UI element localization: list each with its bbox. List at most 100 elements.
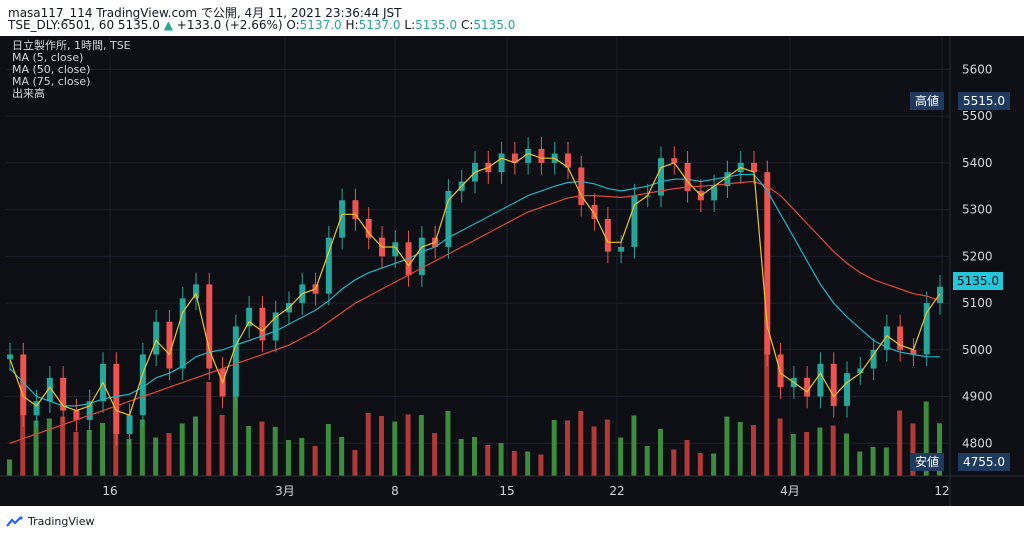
- candle-body: [604, 218, 611, 252]
- volume-bar: [830, 425, 836, 476]
- y-tick-label: 4800: [962, 436, 993, 450]
- price-chart[interactable]: 5600 5500 5400 5300 5200 5100 5000 4900 4800 16 3月…: [0, 36, 1024, 506]
- volume-bar: [246, 426, 252, 476]
- volume-bar: [7, 459, 12, 476]
- volume-bar: [86, 430, 92, 476]
- y-tick-label: 5500: [962, 109, 993, 123]
- volume-bar: [923, 401, 929, 476]
- candle-body: [751, 162, 757, 173]
- brand[interactable]: TradingView: [6, 515, 94, 528]
- candle-body: [777, 354, 784, 388]
- volume-bar: [724, 416, 730, 476]
- close-value: 5135.0: [473, 18, 516, 32]
- candle-body: [525, 148, 532, 163]
- volume-bar: [485, 445, 491, 476]
- candle-body: [33, 401, 40, 416]
- volume-bar: [697, 453, 703, 476]
- volume-bar: [232, 395, 238, 476]
- legend-ma5: MA (5, close): [12, 51, 84, 64]
- candle-body: [206, 284, 213, 369]
- high-label: H:: [345, 18, 359, 32]
- tradingview-logo-icon: [6, 515, 23, 527]
- x-tick-label: 12: [934, 484, 949, 498]
- candle-body: [325, 237, 332, 294]
- x-tick-label: 4月: [780, 484, 800, 498]
- volume-bar: [33, 420, 39, 476]
- candle-body: [870, 349, 877, 369]
- x-tick-label: 16: [102, 484, 117, 498]
- ma50-line: [9, 173, 940, 407]
- volume-bar: [379, 416, 384, 476]
- low-tag-label: 安値: [910, 453, 945, 471]
- volume-bar: [644, 446, 650, 476]
- last-price: 5135.0: [117, 18, 160, 32]
- x-tick-label: 8: [391, 484, 399, 498]
- candle-body: [817, 363, 824, 397]
- candle-body: [418, 237, 425, 276]
- volume-bar: [857, 451, 863, 476]
- chart-header: masa117_114 TradingView.com で公開, 4月 11, …: [0, 0, 1024, 36]
- y-tick-label: 5100: [962, 296, 993, 310]
- volume-bar: [790, 434, 796, 476]
- candle-body: [365, 218, 372, 238]
- candle-body: [618, 246, 625, 252]
- author-line: masa117_114 TradingView.com で公開, 4月 11, …: [8, 6, 402, 20]
- candle-body: [46, 377, 53, 402]
- volume-bar: [405, 414, 411, 476]
- volume-bar: [604, 419, 610, 476]
- low-tag-value: 4755.0: [958, 453, 1010, 471]
- candle-body: [445, 190, 452, 247]
- grid: [6, 36, 950, 476]
- volume-bar: [60, 416, 66, 476]
- volume-bar: [73, 432, 79, 476]
- volume-bar: [365, 413, 371, 476]
- ma75-line: [9, 180, 941, 444]
- candle-body: [857, 368, 864, 374]
- close-label: C:: [460, 18, 474, 32]
- change-arrow-icon: ▲: [163, 18, 173, 32]
- axes: 5600 5500 5400 5300 5200 5100 5000 4900 4800 16 3月…: [0, 36, 1024, 506]
- volume-bar: [525, 451, 531, 476]
- volume-bar: [100, 423, 105, 476]
- volume-bar: [897, 410, 903, 476]
- candle-body: [671, 158, 678, 163]
- volume-bar: [511, 451, 517, 476]
- x-tick-label: 22: [609, 484, 624, 498]
- open-label: O:: [286, 18, 300, 32]
- candle-body: [711, 186, 718, 201]
- volume-bar: [193, 416, 198, 476]
- volume-bar: [764, 335, 770, 476]
- candle-body: [591, 204, 598, 219]
- volume-bar: [418, 415, 424, 476]
- volume-bar: [20, 392, 26, 476]
- candle-body: [20, 354, 27, 416]
- candle-body: [246, 307, 253, 327]
- candle-body: [139, 354, 146, 416]
- volume-bar: [299, 438, 305, 476]
- volume-bar: [804, 432, 810, 476]
- candle-body: [352, 200, 359, 219]
- legend-ma75: MA (75, close): [12, 75, 91, 88]
- volume-bar: [339, 437, 345, 476]
- candle-body: [60, 377, 67, 411]
- moving-averages: [9, 152, 941, 444]
- volume-bar: [126, 439, 132, 476]
- legend-volume: 出来高: [12, 87, 45, 100]
- y-tick-label: 5000: [962, 343, 993, 357]
- candle-body: [7, 354, 13, 360]
- volume-bar: [538, 454, 544, 476]
- candle-body: [830, 363, 837, 406]
- candle-body: [193, 284, 199, 299]
- open-value: 5137.0: [299, 18, 342, 32]
- volume-bar: [817, 427, 823, 476]
- y-tick-label: 4900: [962, 390, 993, 404]
- volume-bar: [472, 437, 477, 476]
- volume-bar: [219, 415, 225, 476]
- candle-body: [565, 153, 571, 168]
- volume-bar: [870, 447, 876, 476]
- candle-body: [684, 162, 691, 191]
- ma5-line: [9, 152, 941, 416]
- last-price-tag: 5135.0: [953, 272, 1003, 290]
- brand-name: TradingView: [28, 515, 95, 528]
- candle-body: [910, 349, 917, 355]
